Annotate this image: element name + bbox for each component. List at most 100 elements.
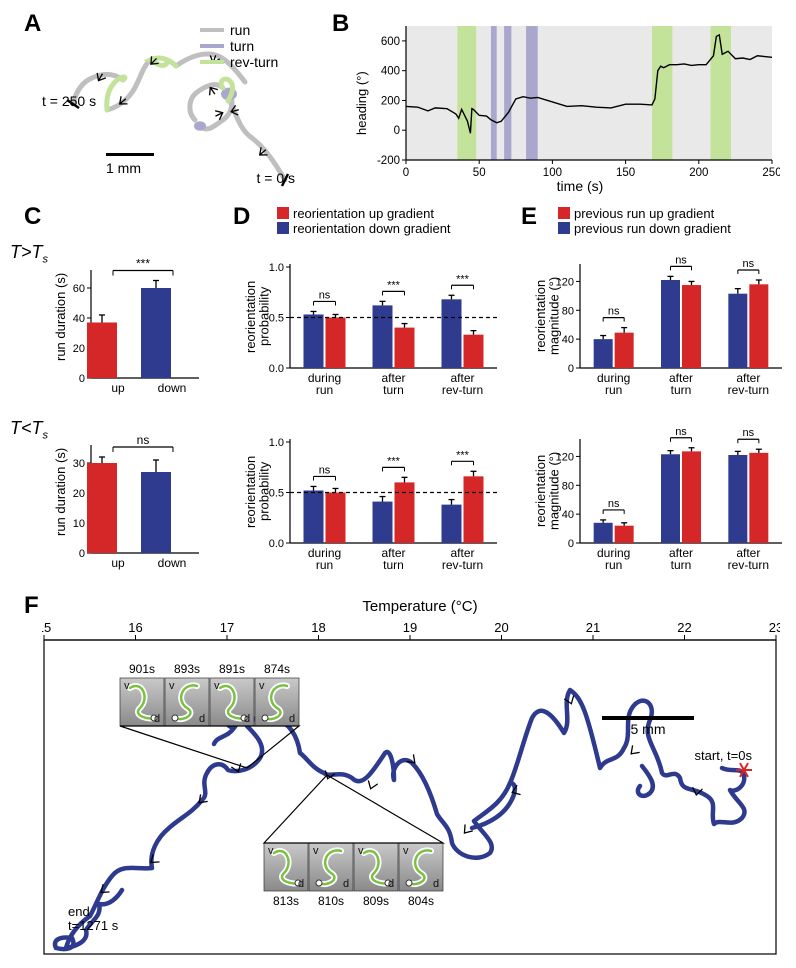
svg-text:d: d	[298, 878, 304, 890]
svg-text:ns: ns	[319, 464, 331, 476]
legend-e-down: previous run down gradient	[574, 221, 731, 236]
svg-text:d: d	[154, 713, 160, 725]
svg-text:600: 600	[381, 36, 400, 48]
svg-text:0.0: 0.0	[269, 363, 284, 375]
cond-top: T>Ts	[10, 242, 48, 266]
legend-e-up: previous run up gradient	[574, 206, 714, 221]
panel-a-tend: t = 250 s	[42, 93, 96, 109]
svg-text:20: 20	[73, 488, 85, 500]
svg-text:d: d	[244, 713, 250, 725]
svg-text:810s: 810s	[318, 894, 344, 908]
svg-text:50: 50	[473, 167, 486, 179]
svg-text:5 mm: 5 mm	[631, 721, 666, 737]
svg-text:-200: -200	[377, 155, 400, 167]
svg-text:down: down	[158, 381, 187, 395]
svg-text:ns: ns	[608, 498, 620, 510]
svg-text:up: up	[111, 556, 125, 570]
svg-text:40: 40	[73, 313, 85, 325]
svg-text:0: 0	[568, 363, 574, 375]
svg-text:run: run	[605, 558, 622, 572]
svg-text:***: ***	[387, 455, 401, 467]
svg-text:ns: ns	[319, 289, 331, 301]
svg-text:ns: ns	[675, 254, 687, 266]
svg-text:15: 15	[42, 620, 51, 635]
panel-d-legend: reorientation up gradient reorientation …	[277, 206, 451, 236]
panel-e-top-svg: 04080120nsduringrunnsafterturnnsafterrev…	[538, 245, 788, 400]
svg-text:v: v	[124, 680, 130, 692]
svg-text:rev-turn: rev-turn	[728, 383, 769, 397]
svg-text:893s: 893s	[174, 662, 200, 676]
panel-label-b: B	[332, 10, 349, 38]
svg-text:v: v	[169, 680, 175, 692]
svg-text:start, t=0s: start, t=0s	[695, 748, 753, 763]
svg-text:80: 80	[562, 305, 574, 317]
svg-text:d: d	[289, 713, 295, 725]
svg-text:0.0: 0.0	[269, 538, 284, 550]
svg-text:400: 400	[381, 66, 400, 78]
panel-a-scalebar	[106, 153, 154, 156]
svg-text:***: ***	[387, 279, 401, 291]
svg-text:874s: 874s	[264, 662, 290, 676]
panel-e-top-ylabel: reorientation magnitude (°)	[534, 263, 561, 368]
svg-text:21: 21	[586, 620, 600, 635]
svg-text:60: 60	[73, 283, 85, 295]
panel-c-top-ylabel: run duration (s)	[53, 263, 68, 371]
panel-label-a: A	[24, 10, 41, 38]
svg-text:813s: 813s	[273, 894, 299, 908]
svg-text:d: d	[433, 878, 439, 890]
legend-d-up: reorientation up gradient	[293, 206, 434, 221]
panel-d-top-svg: 0.00.51.0nsduringrun***afterturn***after…	[248, 245, 503, 400]
legend-a-run: run	[200, 22, 250, 38]
svg-text:901s: 901s	[129, 662, 155, 676]
swatch-e-blue	[558, 222, 570, 234]
svg-text:turn: turn	[383, 558, 404, 572]
panel-label-e: E	[521, 203, 537, 231]
panel-c-top-svg: 0204060updown***	[55, 245, 205, 400]
svg-text:200: 200	[381, 95, 400, 107]
panel-label-f: F	[24, 592, 39, 620]
panel-e-bot: 04080120nsduringrunnsafterturnnsafterrev…	[538, 420, 788, 575]
svg-text:turn: turn	[671, 383, 692, 397]
svg-text:804s: 804s	[408, 894, 434, 908]
svg-text:***: ***	[456, 449, 470, 461]
svg-text:v: v	[403, 845, 409, 857]
panel-e-bot-svg: 04080120nsduringrunnsafterturnnsafterrev…	[538, 420, 788, 575]
swatch-revturn	[200, 60, 224, 64]
svg-text:v: v	[259, 680, 265, 692]
svg-text:down: down	[158, 556, 187, 570]
svg-text:30: 30	[73, 458, 85, 470]
svg-text:v: v	[313, 845, 319, 857]
panel-d-top-ylabel: reorientation probability	[244, 269, 271, 364]
swatch-d-blue	[277, 222, 289, 234]
swatch-d-red	[277, 207, 289, 219]
svg-text:***: ***	[456, 273, 470, 285]
swatch-turn	[200, 44, 224, 48]
svg-text:v: v	[214, 680, 220, 692]
svg-text:22: 22	[677, 620, 691, 635]
svg-text:ns: ns	[743, 427, 755, 439]
svg-text:turn: turn	[671, 558, 692, 572]
svg-text:d: d	[343, 878, 349, 890]
svg-text:d: d	[388, 878, 394, 890]
svg-text:rev-turn: rev-turn	[442, 383, 483, 397]
panel-c-top: 0204060updown*** run duration (s)	[55, 245, 205, 400]
legend-a-turn-label: turn	[230, 38, 254, 54]
panel-b-ylabel: heading (°)	[354, 48, 369, 158]
panel-label-d: D	[233, 203, 250, 231]
svg-text:0: 0	[394, 125, 400, 137]
svg-text:v: v	[268, 845, 274, 857]
panel-c-bot-svg: 0102030updownns	[55, 420, 205, 575]
svg-text:19: 19	[403, 620, 417, 635]
panel-f-xlabel: Temperature (°C)	[340, 598, 500, 615]
svg-text:23: 23	[769, 620, 780, 635]
svg-text:18: 18	[311, 620, 325, 635]
panel-d-bot-svg: 0.00.51.0nsduringrun***afterturn***after…	[248, 420, 503, 575]
svg-text:run: run	[605, 383, 622, 397]
panel-d-bot: 0.00.51.0nsduringrun***afterturn***after…	[248, 420, 503, 575]
svg-text:up: up	[111, 381, 125, 395]
legend-a-rev: rev-turn	[200, 54, 278, 70]
svg-text:ns: ns	[137, 433, 150, 447]
panel-a: run turn rev-turn t = 250 s t = 0 s 1 mm	[40, 18, 320, 193]
svg-text:20: 20	[73, 343, 85, 355]
svg-text:16: 16	[128, 620, 142, 635]
